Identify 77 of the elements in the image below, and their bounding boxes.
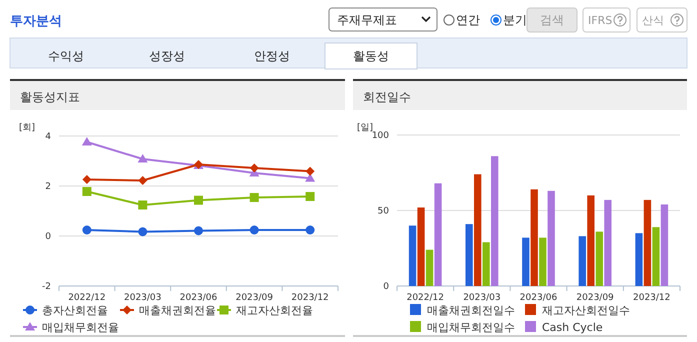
y-tick-label: 4 [45, 132, 52, 142]
legend-label: 매출채권회전일수 [427, 304, 515, 317]
point [82, 137, 92, 146]
point [306, 166, 315, 176]
text: 성장성 [149, 49, 185, 63]
legend-label: 매입채무회전일수 [427, 321, 515, 334]
point [138, 154, 148, 162]
text: 주재무제표 [337, 13, 397, 27]
point [194, 226, 203, 236]
y-tick-label: 100 [372, 131, 390, 141]
legend-label: 매출채권회전율 [139, 304, 216, 317]
text: 산식 [642, 14, 664, 27]
y-tick-label: 0 [383, 282, 390, 292]
bar [635, 233, 643, 286]
chart-title: 활동성지표 [20, 90, 80, 104]
text: 수익성 [48, 49, 84, 63]
bar [530, 189, 538, 286]
chart-title: 회전일수 [363, 90, 411, 104]
point [82, 175, 92, 184]
bar [604, 200, 612, 286]
bar [596, 232, 603, 286]
x-tick-label: 2023/03 [463, 293, 501, 303]
x-tick-label: 2023/06 [180, 293, 218, 303]
x-tick-label: 2023/06 [520, 293, 558, 303]
x-tick-label: 2023/09 [236, 293, 274, 303]
x-tick-label: 2023/09 [576, 293, 614, 303]
x-tick-label: 2023/12 [633, 293, 670, 303]
bar [417, 207, 425, 286]
point [138, 176, 148, 185]
text: 안정성 [254, 49, 290, 63]
bar [466, 224, 473, 286]
bar [548, 190, 555, 286]
point [306, 226, 315, 234]
legend-label: 매입채무회전율 [42, 321, 119, 334]
x-tick-label: 2023/03 [124, 293, 162, 303]
y-tick-label: 2 [45, 182, 51, 192]
y-tick-label: 0 [45, 232, 52, 242]
point [138, 227, 148, 236]
y-axis-title: [일] [357, 123, 374, 133]
point [138, 200, 148, 210]
x-tick-label: 2022/12 [406, 293, 444, 303]
legend-label: 총자산회전율 [42, 304, 108, 317]
point [250, 164, 259, 172]
bar [539, 238, 546, 286]
bar [644, 200, 652, 286]
text: IFRS [588, 14, 612, 27]
bar [482, 242, 490, 286]
legend-label: Cash Cycle [542, 321, 603, 334]
bar [652, 227, 660, 286]
bar [660, 204, 668, 286]
legend-label: 재고자산회전일수 [542, 304, 630, 317]
bar [426, 250, 434, 286]
point [306, 192, 315, 201]
y-tick-label: 50 [378, 206, 390, 216]
point [305, 173, 316, 182]
point [82, 187, 92, 196]
y-tick-label: -2 [42, 282, 51, 292]
bar [522, 238, 530, 286]
text: 투자분석 [10, 14, 62, 29]
text: 활동성 [353, 49, 389, 63]
bar [434, 183, 442, 286]
x-tick-label: 2023/12 [291, 293, 329, 303]
point [194, 196, 203, 205]
point [250, 226, 259, 234]
text: 연간 [456, 13, 480, 27]
bar [491, 156, 498, 286]
text: 검색 [540, 13, 564, 27]
legend-label: 재고자산회전율 [236, 304, 313, 317]
bar [578, 236, 586, 286]
y-axis-title: [회] [19, 123, 36, 133]
point [250, 193, 259, 202]
text: 분기 [503, 13, 527, 27]
bar [408, 226, 416, 286]
bar [474, 174, 482, 286]
bar [587, 195, 594, 286]
x-tick-label: 2022/12 [68, 293, 106, 303]
point [82, 226, 92, 234]
